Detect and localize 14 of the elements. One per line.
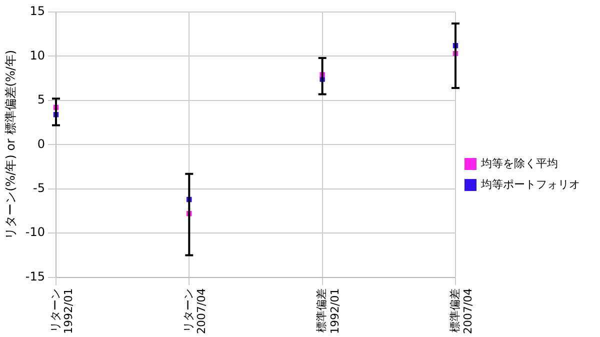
y-axis-title: リターン(%/年) or 標準偏差(%/年) — [3, 50, 18, 240]
y-tick-label: 10 — [30, 48, 45, 62]
y-tick-label: -10 — [25, 225, 45, 240]
y-tick-label: 5 — [37, 92, 45, 107]
x-tick-label: 標準偏差 1992/01 — [315, 288, 342, 334]
legend-label: 均等ポートフォリオ — [480, 178, 580, 191]
x-tick-label: リターン 1992/01 — [48, 288, 76, 334]
x-tick-label: リターン 2007/04 — [182, 288, 208, 334]
legend-label: 均等を除く平均 — [480, 156, 558, 170]
y-tick-label: 15 — [30, 4, 45, 18]
y-tick-label: -5 — [33, 180, 45, 195]
y-tick-label: 0 — [37, 136, 45, 151]
x-tick-label: 標準偏差 2007/04 — [448, 288, 475, 334]
y-tick-label: -15 — [25, 269, 45, 284]
